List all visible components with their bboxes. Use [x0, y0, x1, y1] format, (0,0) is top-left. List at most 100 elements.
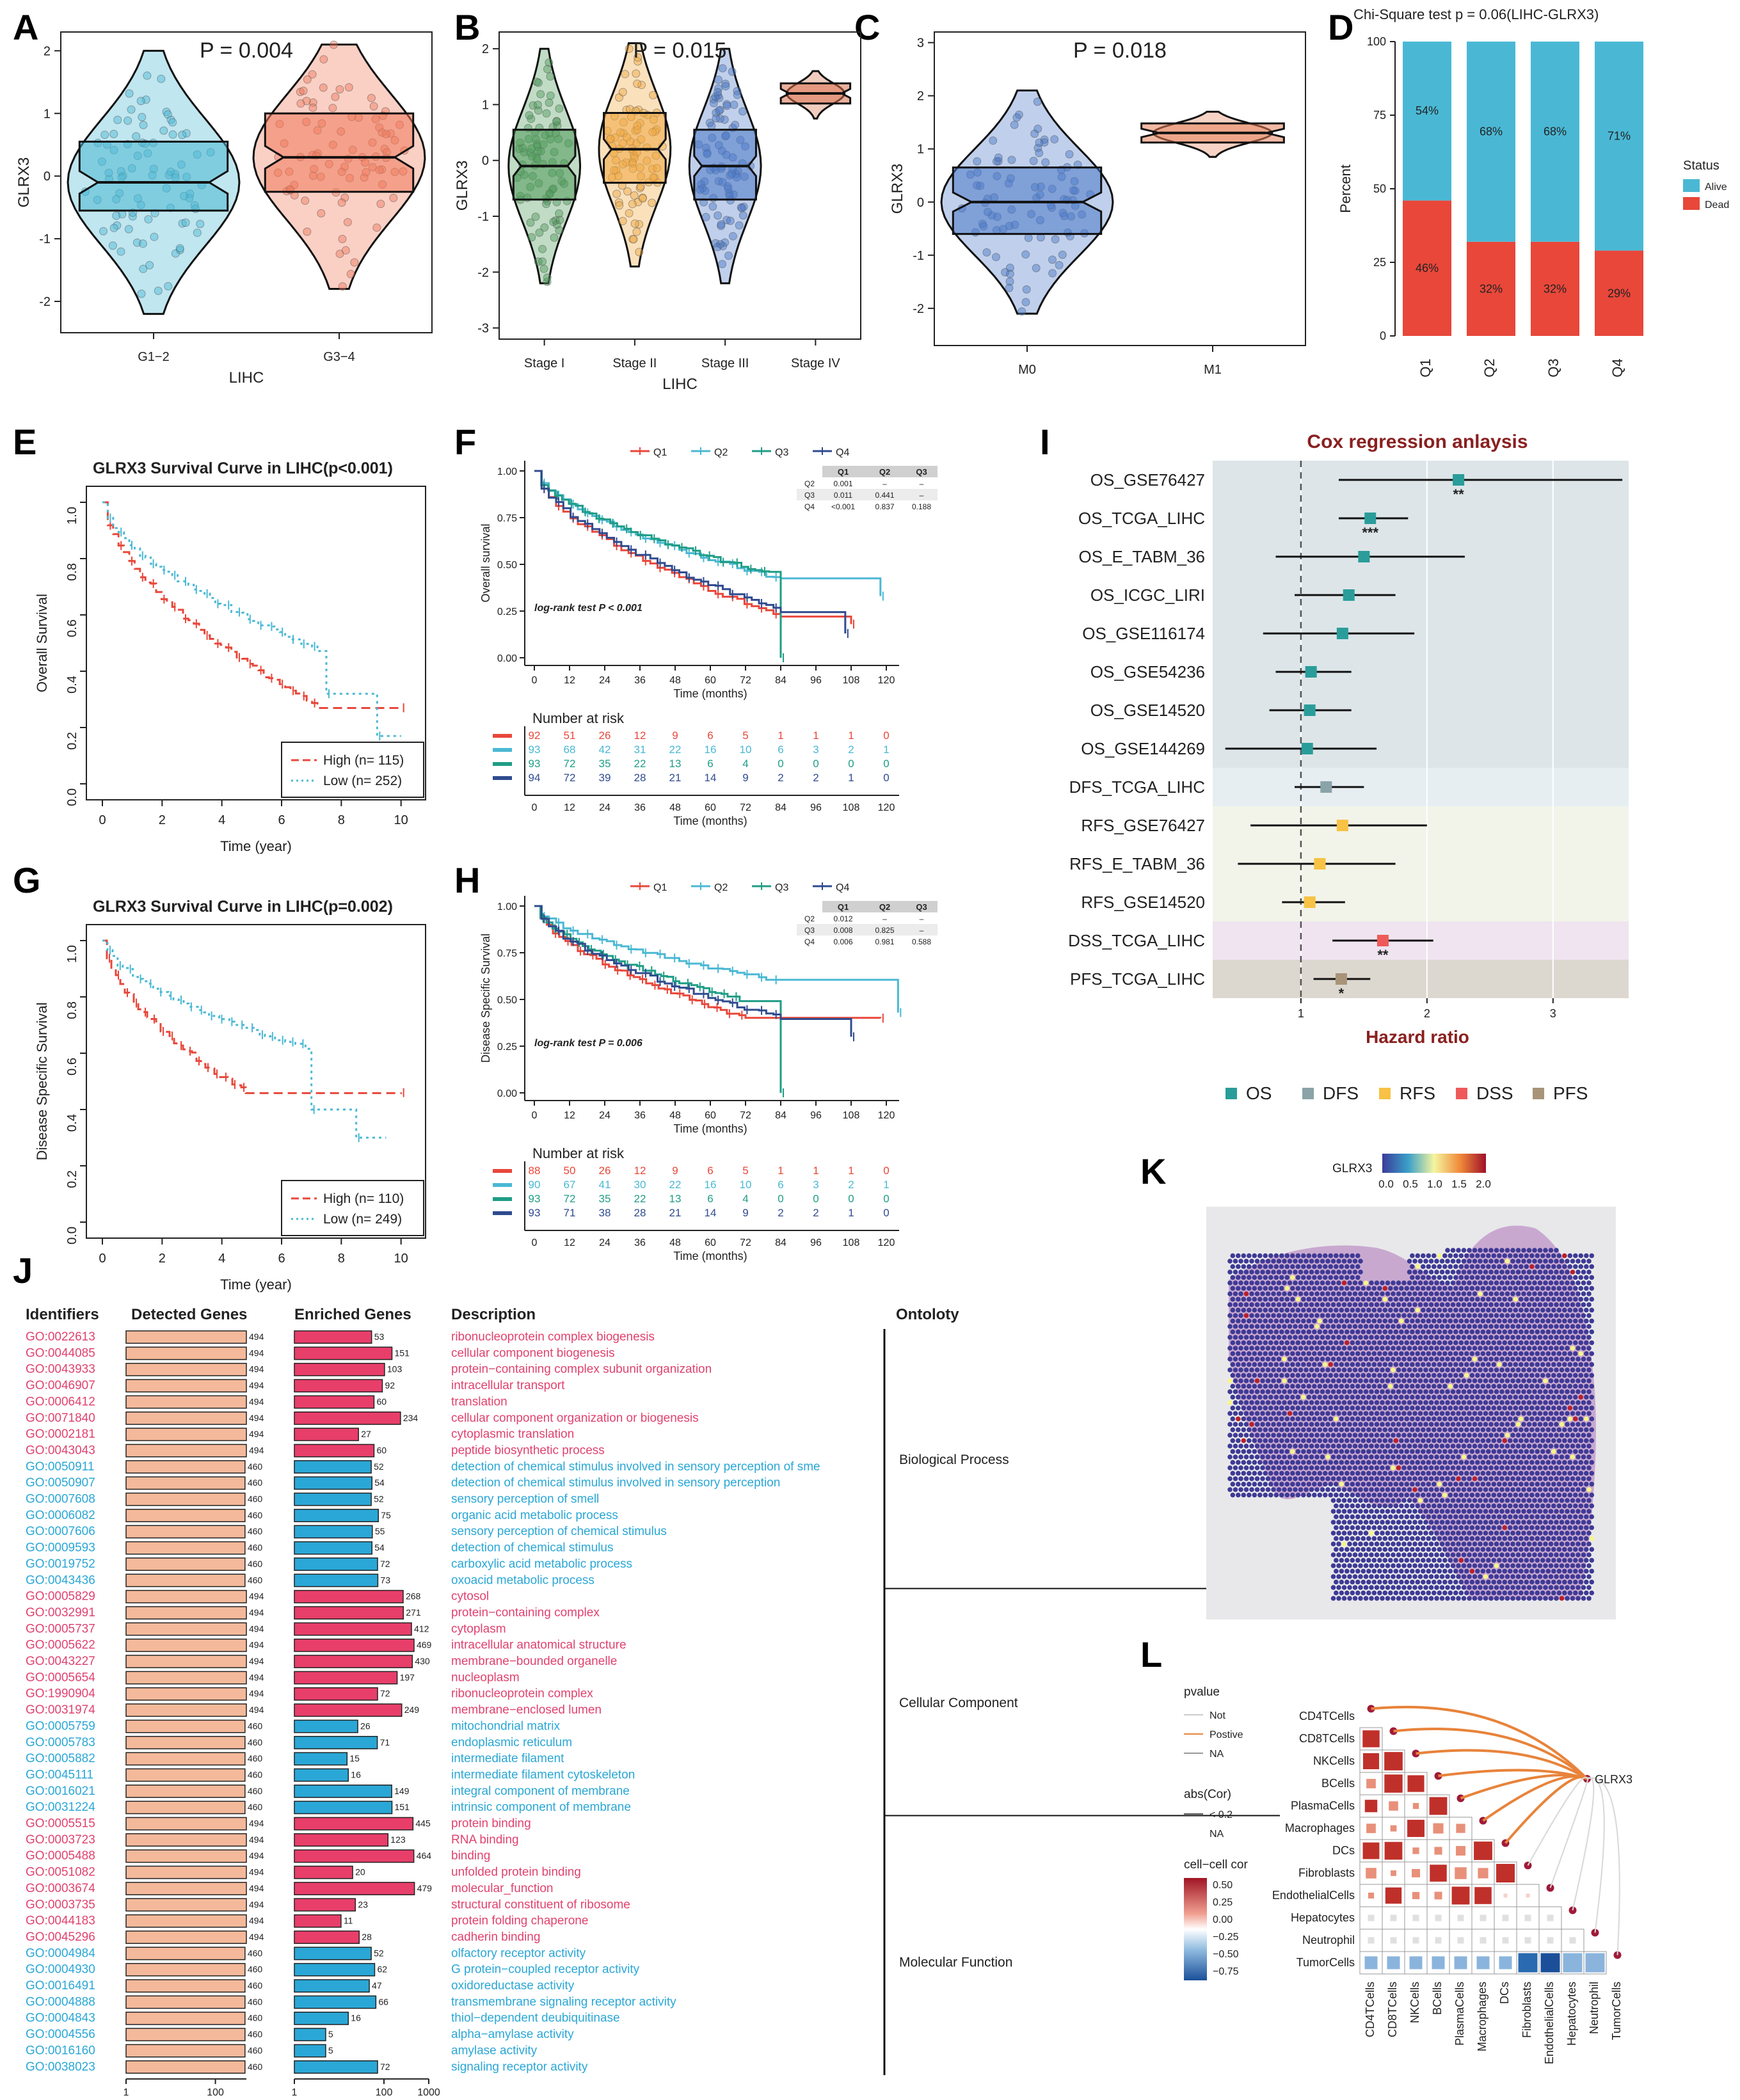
spot	[1341, 1346, 1347, 1351]
spot	[1328, 1394, 1334, 1400]
spot	[1233, 1487, 1238, 1492]
y-tick-label: -2	[39, 295, 51, 309]
spot	[1358, 1269, 1363, 1275]
spot	[1554, 1422, 1559, 1427]
spot	[1491, 1307, 1497, 1313]
spot	[1233, 1422, 1238, 1427]
spot	[1347, 1313, 1352, 1318]
spot	[1345, 1253, 1350, 1259]
spot	[1298, 1302, 1304, 1307]
detected-gene-bar	[125, 1638, 247, 1652]
spot	[1247, 1351, 1252, 1356]
y-tick-label: 0.6	[65, 619, 79, 637]
spot	[1271, 1356, 1276, 1362]
spot	[1469, 1492, 1475, 1498]
spot	[1567, 1351, 1573, 1356]
spot	[1366, 1449, 1371, 1454]
spot	[1355, 1525, 1361, 1531]
spot	[1526, 1313, 1532, 1318]
spot	[1426, 1275, 1432, 1280]
spot	[1497, 1405, 1502, 1411]
risk-table-value: 93	[529, 758, 541, 770]
spot	[1551, 1307, 1556, 1313]
spot	[1439, 1269, 1445, 1275]
spot	[1467, 1389, 1472, 1394]
legend-swatch-alive	[1683, 179, 1700, 192]
spot	[1380, 1335, 1385, 1340]
panel-letter-C: C	[854, 7, 880, 47]
spot	[1320, 1269, 1325, 1275]
spot	[1290, 1307, 1295, 1313]
spot	[1458, 1427, 1464, 1433]
spot	[1508, 1460, 1513, 1465]
spot	[1505, 1378, 1510, 1383]
enriched-gene-count: 54	[374, 1477, 385, 1488]
spot	[1350, 1416, 1355, 1422]
spot	[1260, 1291, 1265, 1296]
spot	[1301, 1481, 1306, 1487]
spot	[1352, 1509, 1358, 1514]
spot	[1257, 1296, 1263, 1302]
spot	[1271, 1259, 1276, 1264]
spot	[1265, 1487, 1271, 1492]
spot	[1458, 1514, 1464, 1520]
spot	[1519, 1481, 1524, 1487]
y-tick-label: 0.75	[497, 513, 517, 524]
spot	[1480, 1427, 1486, 1433]
data-label-alive: 68%	[1544, 125, 1567, 138]
spot	[1254, 1367, 1260, 1372]
spot	[1548, 1400, 1554, 1405]
spot	[1407, 1411, 1412, 1416]
spot	[1241, 1492, 1247, 1498]
spot	[1491, 1427, 1497, 1433]
spot	[1320, 1476, 1325, 1481]
go-description: integral component of membrane	[451, 1785, 630, 1798]
risk-table-value: 1	[813, 729, 818, 742]
spot	[1336, 1291, 1341, 1296]
spot	[1483, 1389, 1489, 1394]
data-point	[538, 257, 547, 266]
spot	[1535, 1340, 1540, 1346]
spot	[1257, 1492, 1263, 1498]
data-point	[340, 193, 349, 202]
data-point	[154, 287, 163, 295]
spot	[1456, 1313, 1461, 1318]
spot	[1341, 1324, 1347, 1329]
spot	[1336, 1259, 1341, 1264]
spot	[1230, 1285, 1236, 1291]
y-axis-label: Overall survival	[479, 523, 492, 602]
spot	[1412, 1509, 1417, 1514]
spot	[1385, 1531, 1391, 1536]
spot	[1317, 1383, 1323, 1389]
detected-gene-count: 494	[249, 1834, 264, 1845]
spot	[1243, 1269, 1249, 1275]
spot	[1515, 1389, 1521, 1394]
spot	[1581, 1411, 1586, 1416]
go-identifier: GO:0038023	[26, 2060, 95, 2074]
spot	[1271, 1269, 1276, 1275]
spot	[1304, 1346, 1309, 1351]
spot	[1361, 1525, 1366, 1531]
spot	[1295, 1416, 1301, 1422]
spot	[1271, 1444, 1276, 1449]
enriched-gene-count: 72	[380, 1559, 390, 1569]
data-point	[124, 225, 133, 234]
spot	[1586, 1487, 1592, 1492]
spot	[1565, 1389, 1570, 1394]
go-identifier: GO:0044085	[26, 1346, 95, 1360]
spot	[1320, 1422, 1325, 1427]
table-header: Enriched Genes	[294, 1306, 411, 1323]
spot	[1391, 1346, 1396, 1351]
spot	[1273, 1481, 1279, 1487]
y-tick-label: 0.4	[65, 676, 79, 694]
spot	[1570, 1454, 1576, 1460]
spot	[1417, 1476, 1423, 1481]
enriched-gene-count: 103	[387, 1364, 403, 1374]
spot	[1369, 1444, 1374, 1449]
spot	[1535, 1503, 1540, 1509]
detected-gene-bar	[125, 1428, 247, 1442]
logrank-annotation: log-rank test P = 0.006	[534, 1038, 643, 1049]
spot	[1565, 1422, 1570, 1427]
spot	[1526, 1356, 1532, 1362]
spot	[1374, 1324, 1380, 1329]
